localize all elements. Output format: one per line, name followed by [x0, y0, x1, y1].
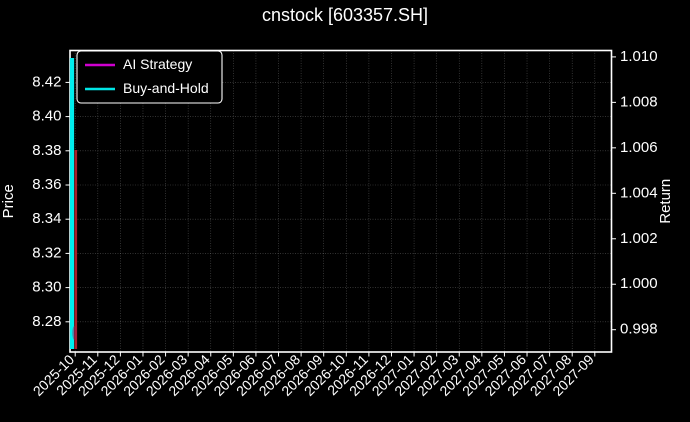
svg-text:0.998: 0.998 — [620, 321, 658, 338]
svg-text:8.38: 8.38 — [32, 142, 61, 159]
svg-text:1.002: 1.002 — [620, 230, 658, 247]
svg-text:1.010: 1.010 — [620, 48, 658, 65]
svg-text:8.32: 8.32 — [32, 244, 61, 261]
svg-text:Buy-and-Hold: Buy-and-Hold — [123, 80, 209, 96]
svg-text:Price: Price — [0, 184, 17, 218]
svg-text:AI Strategy: AI Strategy — [123, 56, 192, 72]
svg-text:8.42: 8.42 — [32, 73, 61, 90]
svg-text:8.28: 8.28 — [32, 313, 61, 330]
svg-text:8.36: 8.36 — [32, 176, 61, 193]
svg-text:Return: Return — [657, 179, 674, 224]
svg-text:1.008: 1.008 — [620, 93, 658, 110]
svg-text:1.000: 1.000 — [620, 275, 658, 292]
svg-text:8.34: 8.34 — [32, 210, 61, 227]
svg-text:1.006: 1.006 — [620, 139, 658, 156]
svg-text:8.40: 8.40 — [32, 108, 61, 125]
svg-text:1.004: 1.004 — [620, 184, 658, 201]
svg-text:8.30: 8.30 — [32, 279, 61, 296]
